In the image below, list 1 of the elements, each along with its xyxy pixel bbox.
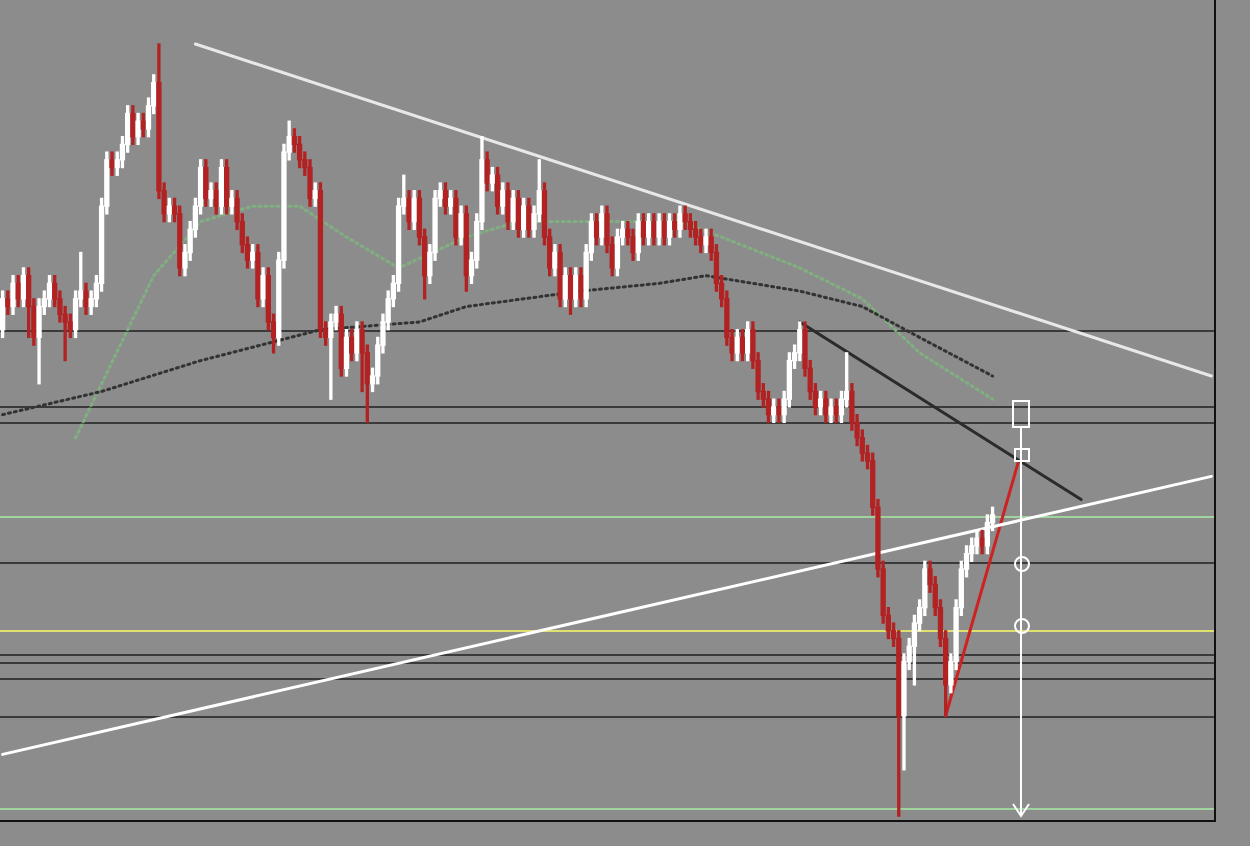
candlestick bbox=[328, 313, 334, 400]
